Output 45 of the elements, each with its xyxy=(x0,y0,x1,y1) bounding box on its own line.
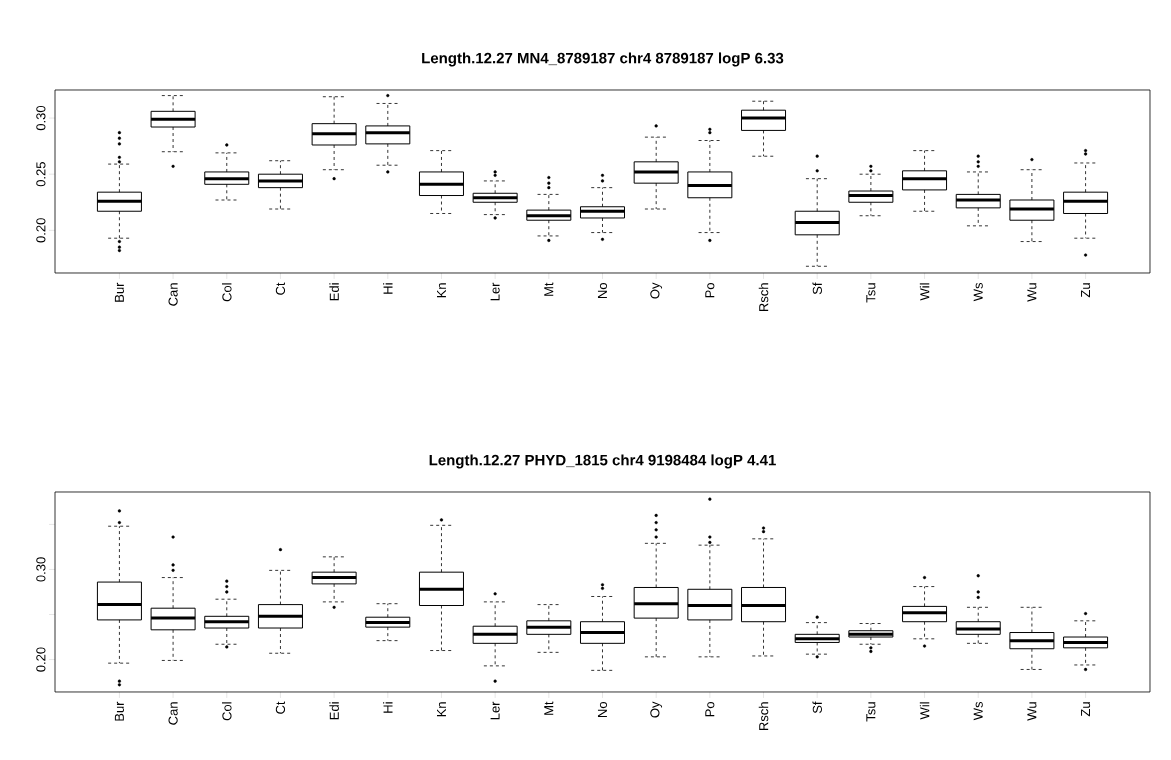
y-tick-label: 0.30 xyxy=(36,557,46,582)
chart-title: Length.12.27 MN4_8789187 chr4 8789187 logP 6.33 xyxy=(422,52,784,67)
x-tick-label: Wu xyxy=(1027,702,1037,721)
x-tick-label: Can xyxy=(168,283,178,306)
x-tick-label: Col xyxy=(221,283,232,302)
x-tick-label: No xyxy=(597,283,608,299)
x-tick-label: Hi xyxy=(383,283,393,294)
x-tick-label: Ct xyxy=(275,701,286,714)
x-tick-label: Can xyxy=(168,702,178,725)
x-tick-label: Wil xyxy=(919,283,930,301)
y-tick-label: 0.20 xyxy=(36,647,46,672)
y-tick-label: 0.30 xyxy=(36,105,46,131)
x-tick-label: Ws xyxy=(973,282,983,302)
x-tick-label: Po xyxy=(705,283,715,298)
x-tick-label: Wu xyxy=(1027,283,1037,302)
x-tick-label: Sf xyxy=(812,701,822,714)
x-tick-label: Edi xyxy=(329,702,339,720)
x-tick-label: Oy xyxy=(650,701,663,718)
y-tick-label: 0.25 xyxy=(36,162,46,187)
x-tick-label: Zu xyxy=(1081,702,1091,717)
chart-title: Length.12.27 PHYD_1815 chr4 9198484 logP 4.41 xyxy=(429,454,776,469)
x-tick-label: Mt xyxy=(544,701,554,715)
x-tick-label: Oy xyxy=(650,282,663,299)
x-tick-label: Ws xyxy=(973,701,983,721)
x-tick-label: Rsch xyxy=(758,283,769,312)
x-tick-label: Wil xyxy=(919,702,930,720)
x-tick-label: Ler xyxy=(490,282,500,301)
x-tick-label: Zu xyxy=(1081,283,1091,298)
x-tick-label: Ler xyxy=(490,701,500,720)
x-tick-label: Bur xyxy=(114,701,124,721)
x-tick-label: Mt xyxy=(544,282,554,296)
x-tick-label: Sf xyxy=(812,282,822,295)
x-tick-label: Kn xyxy=(437,702,446,717)
x-tick-label: Edi xyxy=(329,283,339,301)
x-tick-label: Tsu xyxy=(866,283,876,303)
x-tick-label: Ct xyxy=(275,282,286,295)
x-tick-label: Hi xyxy=(383,702,393,713)
x-tick-label: Rsch xyxy=(758,702,769,731)
x-tick-label: Tsu xyxy=(866,702,876,722)
x-tick-label: No xyxy=(597,702,608,718)
x-tick-label: Bur xyxy=(114,282,124,302)
x-tick-label: Kn xyxy=(437,283,446,298)
y-tick-label: 0.20 xyxy=(36,218,46,243)
x-tick-label: Col xyxy=(221,702,232,721)
x-tick-label: Po xyxy=(705,702,715,717)
